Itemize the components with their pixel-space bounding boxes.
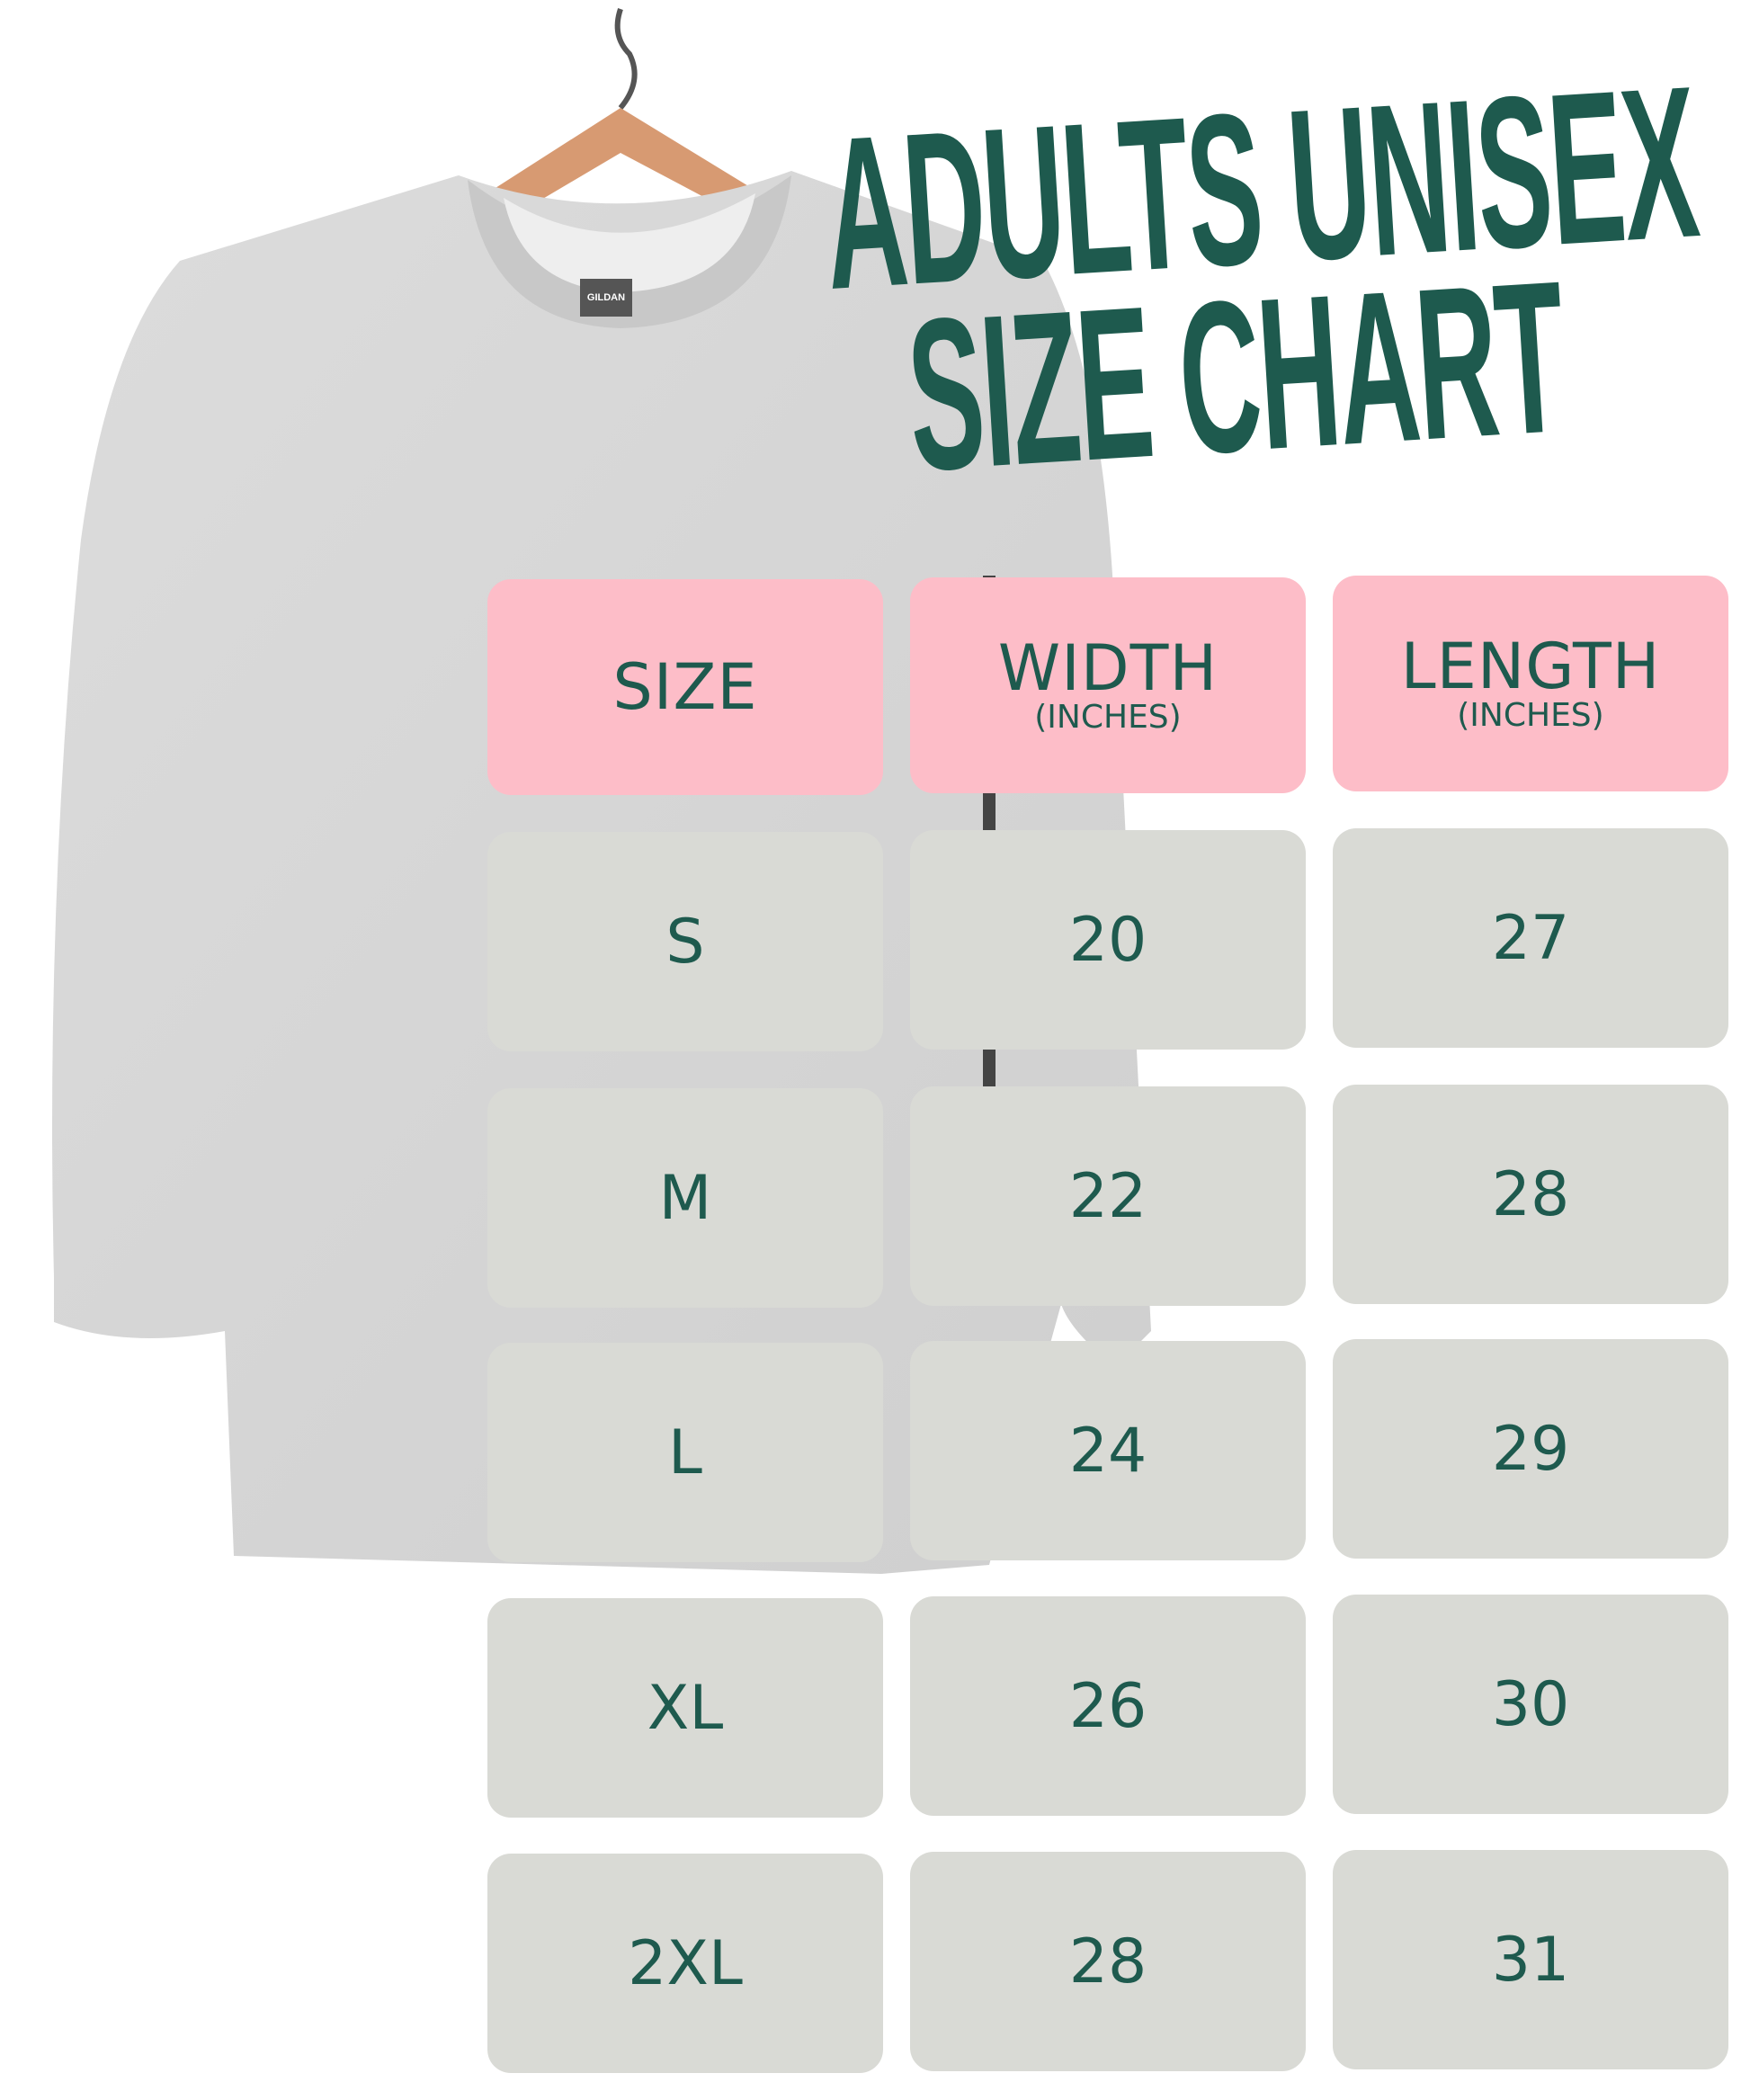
header-unit: (INCHES) (1457, 697, 1604, 734)
size-value: XL (647, 1672, 724, 1744)
width-value: 20 (1068, 904, 1147, 976)
length-value: 31 (1491, 1924, 1570, 1996)
hanger (396, 108, 782, 270)
cell-length: 30 (1333, 1595, 1728, 1814)
width-value: 22 (1068, 1160, 1147, 1232)
length-value: 29 (1491, 1413, 1570, 1485)
cell-size: 2XL (487, 1854, 883, 2073)
cell-length: 27 (1333, 828, 1728, 1048)
cell-length: 29 (1333, 1339, 1728, 1559)
length-value: 28 (1491, 1158, 1570, 1230)
cell-length: 31 (1333, 1850, 1728, 2069)
cell-size: L (487, 1343, 883, 1562)
width-value: 24 (1068, 1415, 1147, 1487)
cell-size: XL (487, 1598, 883, 1818)
header-width: WIDTH (INCHES) (910, 577, 1306, 793)
length-value: 30 (1491, 1668, 1570, 1740)
header-label: LENGTH (1400, 630, 1661, 703)
size-value: 2XL (628, 1927, 743, 1999)
cell-width: 28 (910, 1852, 1306, 2071)
cell-width: 26 (910, 1596, 1306, 1816)
header-unit: (INCHES) (1034, 699, 1182, 736)
title-line-2: SIZE CHART (901, 236, 1570, 516)
header-label: WIDTH (997, 631, 1219, 705)
cell-length: 28 (1333, 1085, 1728, 1304)
cell-size: S (487, 832, 883, 1051)
width-value: 28 (1068, 1926, 1147, 1997)
header-length: LENGTH (INCHES) (1333, 576, 1728, 791)
header-size: SIZE (487, 579, 883, 795)
size-value: S (665, 906, 705, 978)
hanger-hook (614, 8, 638, 110)
header-label: SIZE (612, 650, 758, 724)
size-value: M (658, 1162, 712, 1234)
length-value: 27 (1491, 902, 1570, 974)
width-value: 26 (1068, 1670, 1147, 1742)
size-value: L (668, 1416, 702, 1488)
gildan-tag: GILDAN (580, 279, 632, 317)
cell-width: 22 (910, 1086, 1306, 1306)
cell-width: 24 (910, 1341, 1306, 1560)
cell-width: 20 (910, 830, 1306, 1050)
cell-size: M (487, 1088, 883, 1308)
